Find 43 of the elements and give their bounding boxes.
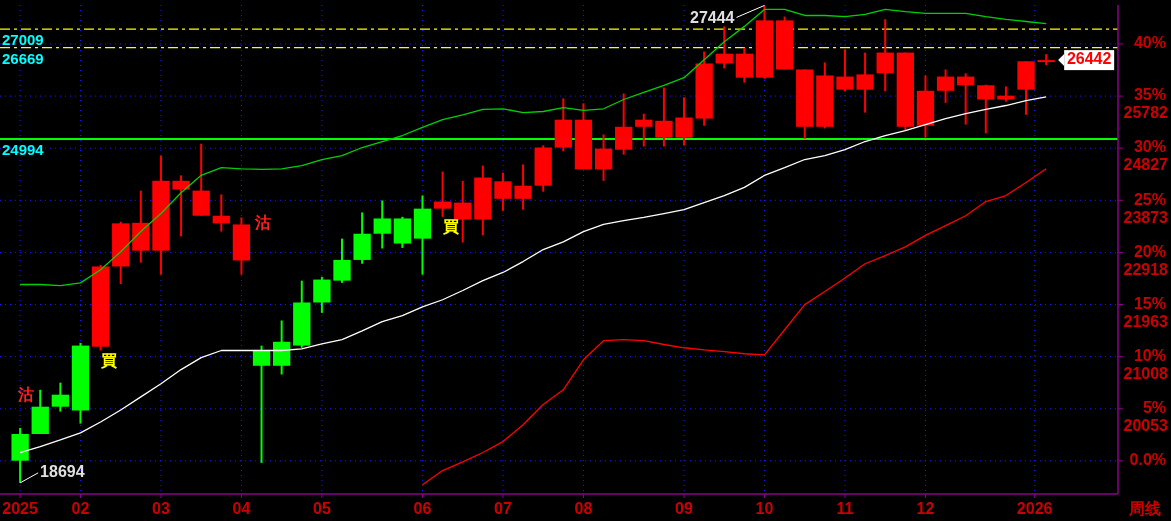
y2-tick-label: 15% — [1133, 294, 1166, 312]
y-tick-label: 20053 — [1123, 416, 1169, 434]
y2-tick-label: 0.0% — [1129, 451, 1166, 469]
annotation: 買 — [442, 218, 459, 236]
x-tick-label: 02 — [71, 500, 90, 518]
y-tick-label: 24827 — [1123, 156, 1169, 174]
x-tick-label: 03 — [152, 500, 170, 518]
annotation: 沽 — [255, 213, 272, 231]
x-tick-label: 08 — [574, 500, 593, 518]
y2-tick-label: 5% — [1142, 398, 1166, 416]
y2-tick-label: 20% — [1133, 242, 1166, 260]
y-tick-label: 22918 — [1123, 260, 1169, 278]
x-tick-label: 07 — [494, 500, 512, 518]
y-tick-label: 21008 — [1123, 364, 1169, 382]
y-tick-label: 21963 — [1123, 312, 1169, 330]
x-tick-label: 11 — [836, 500, 854, 518]
ref-line-label: 24994 — [2, 141, 45, 159]
x-tick-label: 2025 — [2, 500, 39, 518]
y2-tick-label: 25% — [1133, 190, 1166, 208]
annotation: 27444 — [690, 4, 765, 26]
x-tick-label: 09 — [675, 500, 694, 518]
annotation: 沽 — [18, 386, 35, 403]
x-tick-label: 05 — [312, 500, 331, 518]
annotation: 買 — [100, 351, 117, 369]
y2-tick-label: 40% — [1133, 34, 1166, 52]
y-tick-label: 23873 — [1123, 208, 1169, 226]
annotation: 18694 — [40, 463, 85, 481]
y2-tick-label: 10% — [1133, 346, 1166, 364]
x-tick-label: 2026 — [1016, 500, 1053, 518]
annotation: 26442 — [1058, 50, 1115, 71]
y-tick-label: 25782 — [1123, 104, 1169, 122]
x-tick-label: 12 — [916, 500, 935, 518]
ref-line-label: 27009 — [2, 31, 44, 49]
x-tick-label: 10 — [755, 500, 774, 518]
annotation: 周线 — [1129, 500, 1161, 518]
y2-tick-label: 35% — [1133, 86, 1166, 104]
annotation: 27444 — [689, 8, 735, 26]
x-tick-label: 06 — [413, 500, 432, 518]
annotation: 18694 — [19, 463, 85, 484]
y2-tick-label: 30% — [1133, 138, 1166, 156]
x-tick-label: 04 — [232, 500, 251, 518]
annotation: 26442 — [1066, 50, 1112, 68]
ref-line-label: 26669 — [2, 49, 44, 67]
